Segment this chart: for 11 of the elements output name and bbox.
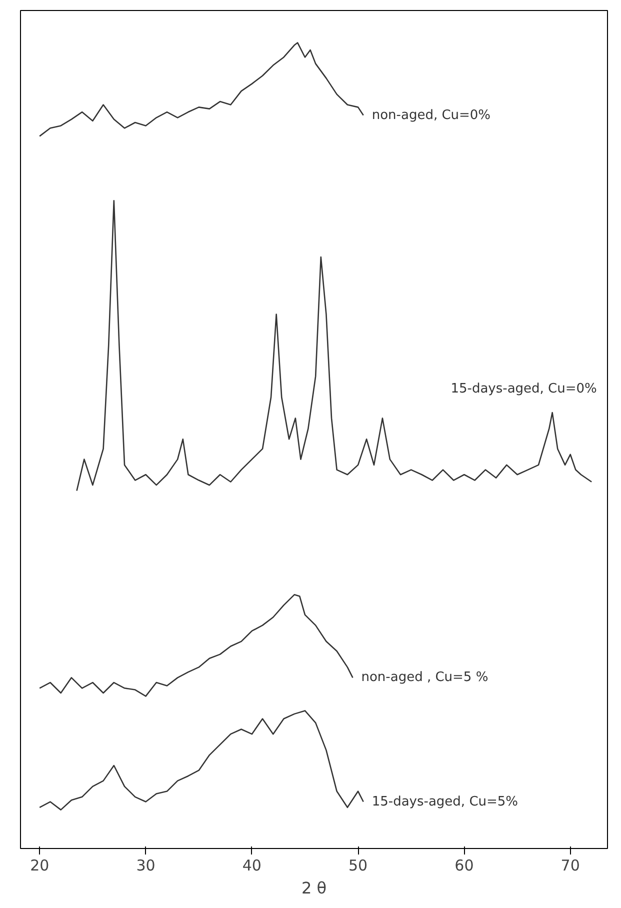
series-label: 15-days-aged, Cu=5% <box>372 794 518 810</box>
x-tick-label: 50 <box>348 856 368 874</box>
x-tick-label: 70 <box>560 856 580 874</box>
x-tick-label: 30 <box>136 856 156 874</box>
x-tick-label: 60 <box>454 856 474 874</box>
x-axis-title: 2 θ <box>301 878 327 898</box>
text: 15-days-aged, Cu=0% <box>450 381 597 396</box>
series-label: non-aged , Cu=5 % <box>361 670 488 686</box>
x-tick-label: 20 <box>30 856 50 874</box>
x-tick-label: 40 <box>242 856 262 874</box>
series-label: non-aged, Cu=0% <box>372 108 491 123</box>
